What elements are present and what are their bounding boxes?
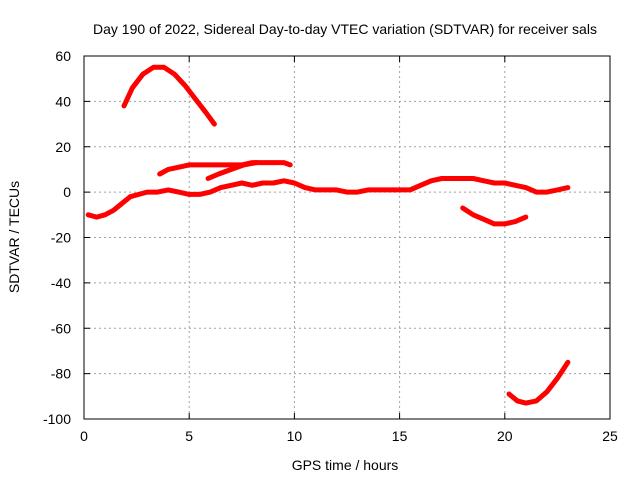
series-arc-2 bbox=[85, 176, 571, 220]
series-arc-5 bbox=[460, 205, 529, 227]
series-arc-4 bbox=[205, 160, 259, 181]
x-axis-label: GPS time / hours bbox=[292, 457, 399, 473]
y-tick-label: 20 bbox=[55, 139, 71, 155]
y-tick-label: -60 bbox=[51, 320, 71, 336]
grid bbox=[84, 56, 610, 419]
x-tick-label: 25 bbox=[602, 428, 618, 444]
plot-series bbox=[85, 64, 571, 406]
x-tick-label: 5 bbox=[185, 428, 193, 444]
series-arc-3 bbox=[157, 160, 293, 177]
axis-ticks: 0 5 10 15 20 25 60 40 20 0 -20 -40 -60 -80 -100 bbox=[43, 48, 618, 444]
series-arc-1 bbox=[121, 64, 217, 127]
y-tick-label: -100 bbox=[43, 411, 71, 427]
y-tick-label: 60 bbox=[55, 48, 71, 64]
plot-frame bbox=[83, 55, 611, 420]
y-tick-label: -80 bbox=[51, 366, 71, 382]
x-tick-label: 0 bbox=[80, 428, 88, 444]
x-tick-label: 10 bbox=[287, 428, 303, 444]
y-tick-label: -40 bbox=[51, 275, 71, 291]
x-tick-label: 15 bbox=[392, 428, 408, 444]
x-tick-label: 20 bbox=[497, 428, 513, 444]
series-arc-6 bbox=[506, 359, 571, 406]
y-tick-label: -20 bbox=[51, 230, 71, 246]
y-axis-label: SDTVAR / TECUs bbox=[6, 181, 22, 293]
y-tick-label: 40 bbox=[55, 93, 71, 109]
chart-title: Day 190 of 2022, Sidereal Day-to-day VTE… bbox=[93, 21, 597, 37]
y-tick-label: 0 bbox=[63, 184, 71, 200]
